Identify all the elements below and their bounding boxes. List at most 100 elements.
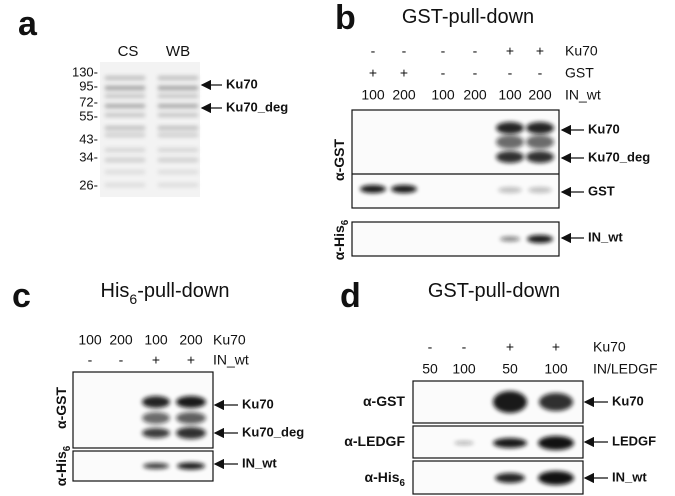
lane-cell: -: [508, 65, 513, 81]
marker-label: 72-: [79, 94, 98, 109]
panel-title-sub: 6: [129, 291, 137, 307]
lane-cell: 200: [528, 87, 552, 103]
gel-band: [158, 133, 198, 137]
band: [500, 236, 520, 242]
lane-cell: +: [187, 352, 195, 368]
gel-band: [158, 126, 198, 130]
lane-cell: 200: [392, 87, 416, 103]
marker-label: 43-: [79, 131, 98, 146]
antibody-label-sub: 6: [340, 219, 351, 225]
gel-band: [105, 94, 145, 98]
marker-label: 26-: [79, 177, 98, 192]
antibody-label: α-GST: [331, 139, 347, 181]
gel-band: [105, 158, 145, 162]
antibody-label-text: α-His: [331, 225, 347, 260]
arrow-label: Ku70: [612, 393, 644, 408]
gel-band: [158, 183, 198, 187]
arrow-label: IN_wt: [588, 229, 623, 244]
panel-title: GST-pull-down: [402, 6, 534, 28]
row-label: Ku70: [565, 43, 598, 59]
band: [498, 187, 522, 193]
antibody-label: α-His6: [364, 469, 405, 489]
antibody-label-text: α-GST: [53, 387, 69, 429]
row-label: IN_wt: [565, 87, 601, 103]
gel-band: [105, 126, 145, 130]
gel-band: [105, 183, 145, 187]
lane-cell: 200: [109, 332, 133, 348]
band: [142, 396, 170, 408]
panel-title: GST-pull-down: [428, 280, 560, 302]
arrow-label: Ku70_deg: [588, 149, 650, 164]
lane-cell: -: [402, 43, 407, 59]
lane-label: WB: [166, 43, 190, 60]
arrow-label: Ku70: [588, 121, 620, 136]
lane-cell: -: [441, 65, 446, 81]
panel-title-text: His: [101, 280, 130, 302]
lane-cell: 50: [502, 361, 518, 377]
band: [496, 135, 524, 149]
lane-cell: -: [428, 339, 433, 355]
row-label: GST: [565, 65, 594, 81]
antibody-label: α-LEDGF: [344, 433, 405, 449]
band: [538, 471, 574, 485]
band: [176, 396, 206, 408]
panel-letter: b: [335, 0, 356, 37]
arrow-label: LEDGF: [612, 433, 656, 448]
gel-band: [158, 170, 198, 174]
lane-cell: +: [506, 339, 514, 355]
arrow-label: Ku70: [226, 76, 258, 91]
band: [539, 393, 573, 411]
gel-band: [105, 86, 145, 90]
marker-label: 95-: [79, 78, 98, 93]
lane-cell: -: [119, 352, 124, 368]
panel-letter: c: [12, 277, 31, 315]
lane-cell: -: [473, 43, 478, 59]
antibody-label-sub: 6: [400, 478, 406, 489]
row-label: IN/LEDGF: [593, 361, 658, 377]
blot: [351, 221, 560, 257]
band: [495, 473, 525, 483]
gel-band: [158, 94, 198, 98]
antibody-label-text: α-His: [364, 469, 399, 485]
gel-band: [158, 113, 198, 117]
gel-band: [105, 104, 145, 108]
lane-cell: 100: [78, 332, 102, 348]
panel-title-post: -pull-down: [137, 280, 229, 302]
band: [143, 463, 169, 469]
lane-cell: 100: [361, 87, 385, 103]
row-label: Ku70: [593, 339, 626, 355]
lane-cell: 100: [144, 332, 168, 348]
antibody-label-text: α-His: [53, 451, 69, 486]
lane-cell: 200: [179, 332, 203, 348]
gel-band: [105, 170, 145, 174]
lane-cell: +: [369, 65, 377, 81]
antibody-label: α-GST: [363, 393, 405, 409]
band: [454, 441, 474, 445]
lane-cell: -: [462, 339, 467, 355]
antibody-label-text: α-LEDGF: [344, 433, 405, 449]
band: [526, 122, 554, 134]
antibody-label: α-His6: [53, 445, 73, 486]
band: [493, 438, 527, 448]
lane-cell: -: [441, 43, 446, 59]
lane-cell: -: [538, 65, 543, 81]
band: [176, 412, 206, 424]
marker-label: 130-: [72, 64, 98, 79]
arrow-label: Ku70_deg: [226, 99, 288, 114]
lane-cell: 100: [544, 361, 568, 377]
gel-band: [105, 76, 145, 80]
gel-band: [158, 158, 198, 162]
panel-title-text: GST-pull-down: [428, 280, 560, 302]
lane-cell: +: [400, 65, 408, 81]
lane-cell: +: [152, 352, 160, 368]
band: [496, 151, 524, 163]
band: [142, 412, 170, 424]
band: [526, 135, 554, 149]
marker-label: 34-: [79, 149, 98, 164]
antibody-label: α-His6: [331, 219, 351, 260]
gel-band: [158, 104, 198, 108]
lane-cell: 100: [431, 87, 455, 103]
panel-title: His6-pull-down: [101, 280, 230, 306]
lane-cell: -: [473, 65, 478, 81]
